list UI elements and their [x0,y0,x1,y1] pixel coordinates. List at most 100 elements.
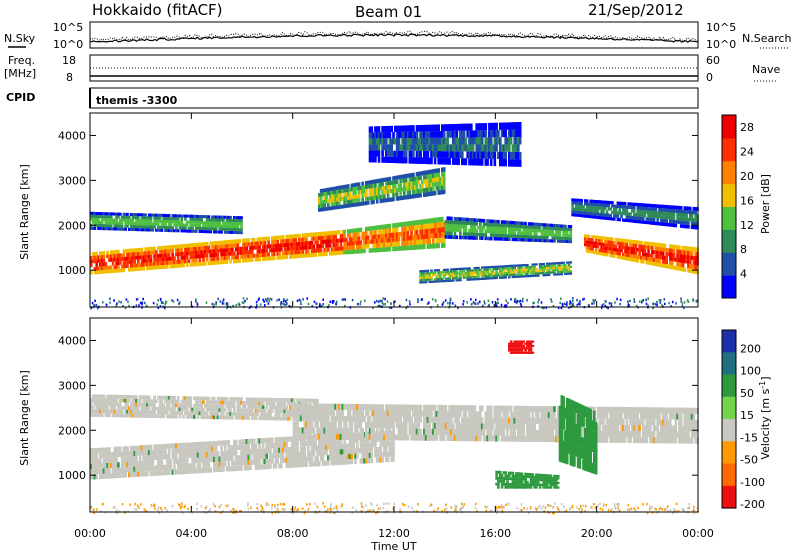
echo-cell [433,228,437,234]
echo-cell [394,138,397,145]
echo-cell [479,158,482,166]
echo-cell [312,232,316,237]
echo-cell [120,221,124,225]
echo-cell [441,242,444,248]
scatter-speck [607,306,609,310]
echo-cell [672,248,676,254]
echo-cell [442,275,446,278]
echo-cell [441,180,444,186]
echo-cell [502,159,506,167]
echo-cell [444,144,448,152]
scatter-speck [320,304,322,308]
echo-cell [347,192,350,196]
echo-cell [312,236,316,241]
echo-cell [243,238,247,243]
echo-cell [216,224,220,228]
echo-cell [124,260,128,265]
scatter-speck [461,502,463,506]
echo-cell [560,227,564,231]
echo-cell [533,238,536,242]
echo-cell [191,214,194,218]
echo-cell [111,218,115,222]
echo-cell [513,271,517,274]
echo-cell [327,247,330,252]
echo-cell [278,247,281,252]
echo-cell [185,453,189,459]
echo-cell [385,150,388,157]
echo-cell [99,262,102,267]
echo-cell [184,223,187,227]
echo-cell [223,244,227,249]
echo-cell [135,213,138,217]
echo-cell [385,242,388,248]
echo-cell [546,232,549,236]
echo-cell [421,244,424,250]
echo-cell [547,229,551,233]
echo-cell [271,256,274,261]
echo-cell [477,137,480,145]
echo-cell [603,203,607,207]
echo-cell [658,211,661,215]
echo-cell [100,212,104,216]
echo-cell [499,274,502,277]
echo-cell [495,265,498,268]
echo-cell [495,237,498,241]
echo-cell [462,269,466,273]
echo-cell [437,172,441,177]
echo-cell [146,471,149,477]
echo-cell [491,268,495,271]
echo-cell [185,442,189,448]
echo-cell [515,224,518,228]
echo-cell [109,462,113,468]
echo-cell [395,188,399,193]
echo-cell [596,206,600,210]
echo-cell [343,246,346,251]
power-colorbar-tick: 4 [740,268,747,281]
echo-cell [417,144,421,151]
echo-cell [549,226,553,230]
echo-cell [444,279,448,283]
echo-cell [327,187,330,192]
echo-cell [129,263,133,268]
echo-cell [394,241,397,247]
echo-cell [423,170,426,176]
echo-cell [392,180,395,185]
echo-cell [149,213,153,217]
echo-cell [299,241,303,246]
scatter-speck [483,300,485,303]
echo-cell [124,461,128,468]
echo-cell [446,137,450,145]
echo-cell [489,158,493,166]
scatter-speck [417,298,419,301]
echo-cell [146,262,149,267]
echo-cell [91,259,95,264]
echo-cell [129,260,133,264]
scatter-speck [614,301,616,304]
echo-cell [430,151,433,158]
echo-cell [488,137,491,145]
echo-cell [603,246,607,250]
echo-cell [403,191,406,196]
echo-cell [660,247,663,252]
echo-cell [437,273,441,276]
echo-cell [535,229,538,233]
echo-cell [625,256,629,261]
echo-cell [459,235,462,240]
echo-cell [526,270,529,273]
echo-cell [455,228,459,232]
echo-cell [193,258,196,263]
scatter-speck [484,505,487,509]
scatter-speck [93,304,96,307]
echo-cell [689,255,692,260]
scatter-speck [152,301,155,305]
echo-cell [631,250,634,255]
echo-cell [423,219,426,225]
echo-cell [122,472,126,478]
echo-cell [343,188,346,193]
echo-cell [480,123,484,131]
echo-cell [471,225,475,229]
echo-cell [562,236,565,240]
echo-cell [111,457,115,463]
echo-cell [263,244,267,249]
echo-cell [629,246,632,251]
